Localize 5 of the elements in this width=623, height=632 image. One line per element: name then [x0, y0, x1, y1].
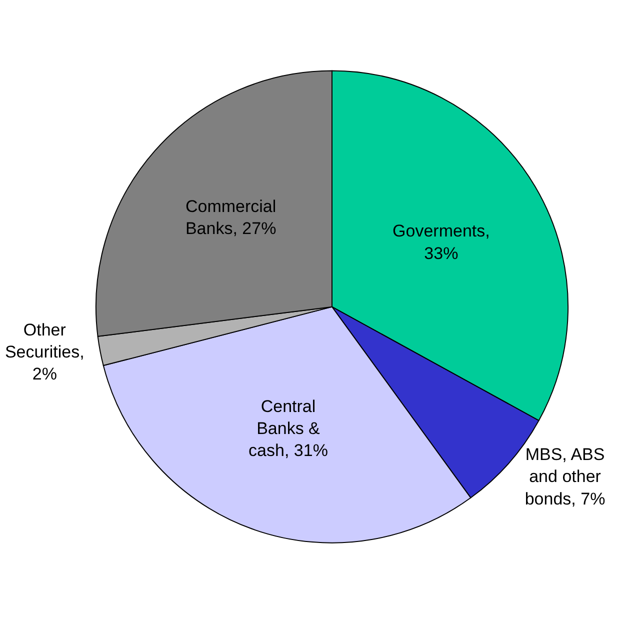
- slice-label: Other Securities, 2%: [4, 320, 84, 384]
- slice-label: Commercial Banks, 27%: [185, 197, 276, 238]
- slice-label: Goverments, 33%: [392, 222, 490, 263]
- slice-label: MBS, ABS and other bonds, 7%: [524, 445, 606, 508]
- slice-label: Central Banks & cash, 31%: [248, 396, 328, 460]
